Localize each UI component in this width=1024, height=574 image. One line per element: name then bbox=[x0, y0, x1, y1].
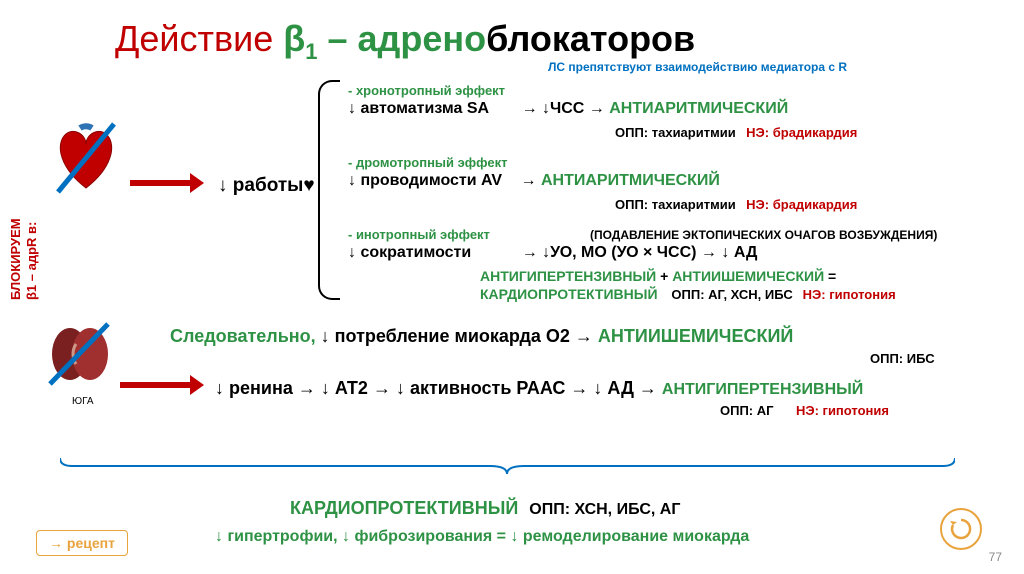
row1-result: АНТИАРИТМИЧЕСКИЙ bbox=[609, 100, 788, 117]
row3-arrow: → ↓УО, МО (УО × ЧСС) → ↓ АД bbox=[522, 244, 758, 261]
title-adreno: адрено bbox=[358, 18, 487, 59]
side-label: БЛОКИРУЕМ bbox=[8, 218, 23, 300]
juga-label: ЮГА bbox=[72, 396, 94, 407]
conseq-opp: ОПП: ИБС bbox=[870, 350, 935, 368]
conseq-t3: АНТИИШЕМИЧЕСКИЙ bbox=[598, 326, 793, 346]
arrow-kidney bbox=[120, 382, 190, 388]
recipe-button[interactable]: → рецепт bbox=[36, 530, 128, 556]
row2-opp: ОПП: тахиаритмии bbox=[615, 197, 736, 212]
row2-result: АНТИАРИТМИЧЕСКИЙ bbox=[541, 172, 720, 189]
row3-r2: АНТИИШЕМИЧЕСКИЙ bbox=[672, 268, 824, 284]
separator-brace bbox=[60, 456, 955, 474]
cardio-t1: КАРДИОПРОТЕКТИВНЫЙ bbox=[290, 498, 518, 518]
row3-main: ↓ сократимости bbox=[348, 244, 471, 261]
renin-sub: ОПП: АГ НЭ: гипотония bbox=[720, 402, 889, 420]
row1-sub: ОПП: тахиаритмии НЭ: брадикардия bbox=[615, 124, 857, 142]
title-sub: 1 bbox=[305, 39, 317, 64]
renin-t1: ↓ ренина → ↓ АТ2 → ↓ активность РААС → ↓… bbox=[215, 378, 662, 398]
side-line-1: БЛОКИРУЕМ bbox=[8, 218, 23, 300]
renin-t2: АНТИГИПЕРТЕНЗИВНЫЙ bbox=[662, 381, 863, 398]
title-blockers: блокаторов bbox=[486, 18, 695, 59]
cardio-opp: ОПП: ХСН, ИБС, АГ bbox=[529, 501, 680, 518]
row3-results-2: КАРДИОПРОТЕКТИВНЫЙ ОПП: АГ, ХСН, ИБС НЭ:… bbox=[480, 286, 896, 302]
row2-effect: - дромотропный эффект bbox=[348, 154, 508, 172]
row2-ne: НЭ: брадикардия bbox=[746, 197, 857, 212]
row3-note: (ПОДАВЛЕНИЕ ЭКТОПИЧЕСКИХ ОЧАГОВ ВОЗБУЖДЕ… bbox=[590, 226, 937, 244]
title-part-1: Действие bbox=[115, 18, 283, 59]
subtitle: ЛС препятствуют взаимодействию медиатора… bbox=[548, 60, 847, 74]
renin-opp: ОПП: АГ bbox=[720, 403, 774, 418]
cardio-line: КАРДИОПРОТЕКТИВНЫЙ ОПП: ХСН, ИБС, АГ bbox=[290, 498, 680, 519]
renin-ne: НЭ: гипотония bbox=[796, 403, 889, 418]
row3-ne: НЭ: гипотония bbox=[803, 287, 896, 302]
row3-opp: ОПП: АГ, ХСН, ИБС bbox=[671, 287, 792, 302]
row1: ↓ автоматизма SA → ↓ЧСС → АНТИАРИТМИЧЕСК… bbox=[348, 100, 788, 118]
row1-main: ↓ автоматизма SA bbox=[348, 100, 489, 117]
work-label: ↓ работы♥ bbox=[218, 175, 315, 197]
renin-line: ↓ ренина → ↓ АТ2 → ↓ активность РААС → ↓… bbox=[215, 378, 863, 399]
row2-sub: ОПП: тахиаритмии НЭ: брадикардия bbox=[615, 196, 857, 214]
heart-icon bbox=[50, 118, 122, 202]
row2: ↓ проводимости AV → АНТИАРИТМИЧЕСКИЙ bbox=[348, 172, 720, 190]
side-label-2: β1 – адрR в: bbox=[24, 222, 39, 300]
kidney-icon bbox=[42, 320, 116, 394]
refresh-icon bbox=[948, 516, 974, 542]
title-dash: – bbox=[318, 18, 358, 59]
main-title: Действие β1 – адреноблокаторов bbox=[115, 18, 695, 65]
conseq-t2: ↓ потребление миокарда O2 → bbox=[321, 326, 598, 346]
consequence: Следовательно, ↓ потребление миокарда O2… bbox=[170, 326, 793, 347]
row2-arrow: → bbox=[521, 172, 541, 189]
row1-ne: НЭ: брадикардия bbox=[746, 125, 857, 140]
remodel-line: ↓ гипертрофии, ↓ фиброзирования = ↓ ремо… bbox=[215, 528, 749, 546]
row1-opp: ОПП: тахиаритмии bbox=[615, 125, 736, 140]
arrow-heart bbox=[130, 180, 190, 186]
curly-bracket bbox=[318, 80, 340, 300]
row3-results: АНТИГИПЕРТЕНЗИВНЫЙ + АНТИИШЕМИЧЕСКИЙ = bbox=[480, 268, 836, 284]
row3: ↓ сократимости → ↓УО, МО (УО × ЧСС) → ↓ … bbox=[348, 244, 757, 262]
row3-r3: КАРДИОПРОТЕКТИВНЫЙ bbox=[480, 286, 658, 302]
conseq-t1: Следовательно, bbox=[170, 326, 321, 346]
page-number: 77 bbox=[989, 550, 1002, 564]
row3-r1: АНТИГИПЕРТЕНЗИВНЫЙ bbox=[480, 268, 656, 284]
row1-arrow: → ↓ЧСС → bbox=[522, 100, 610, 117]
row3-effect: - инотропный эффект bbox=[348, 226, 490, 244]
row1-effect: - хронотропный эффект bbox=[348, 82, 505, 100]
refresh-button[interactable] bbox=[940, 508, 982, 550]
row2-main: ↓ проводимости AV bbox=[348, 172, 502, 189]
title-beta: β bbox=[283, 18, 305, 59]
side-line-2: β1 – адрR в: bbox=[24, 222, 39, 300]
